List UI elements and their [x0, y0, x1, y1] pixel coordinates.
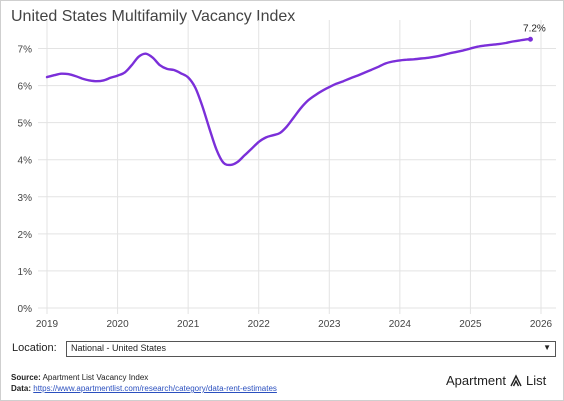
source-line: Source: Apartment List Vacancy Index: [11, 372, 277, 383]
brand-text-left: Apartment: [446, 373, 506, 388]
data-link[interactable]: https://www.apartmentlist.com/research/c…: [33, 384, 277, 393]
x-tick-label: 2026: [530, 319, 553, 330]
brand-logo[interactable]: Apartment List: [446, 373, 546, 388]
y-tick-label: 5%: [18, 119, 33, 130]
y-tick-label: 7%: [18, 45, 33, 56]
data-label: Data:: [11, 384, 32, 393]
y-tick-label: 1%: [18, 267, 33, 278]
y-tick-label: 6%: [18, 82, 33, 93]
apartment-list-logo-icon: [510, 373, 522, 386]
grid-layer: [38, 20, 556, 314]
y-tick-label: 2%: [18, 230, 33, 241]
series-line: [45, 38, 532, 167]
y-tick-label: 3%: [18, 193, 33, 204]
source-notes: Source: Apartment List Vacancy Index Dat…: [11, 372, 277, 394]
brand-text-right: List: [525, 373, 547, 388]
series-layer: 7.2%: [45, 23, 546, 167]
location-select[interactable]: National - United States ▼: [66, 341, 556, 357]
source-label: Source:: [11, 373, 41, 382]
y-tick-label: 0%: [18, 304, 33, 315]
x-tick-label: 2021: [177, 319, 200, 330]
data-line: Data: https://www.apartmentlist.com/rese…: [11, 383, 277, 394]
end-value-label: 7.2%: [523, 23, 546, 34]
chart-title: United States Multifamily Vacancy Index: [11, 8, 296, 25]
chevron-down-icon: ▼: [543, 343, 551, 352]
x-tick-label: 2023: [318, 319, 341, 330]
end-point: [527, 36, 533, 42]
x-tick-label: 2019: [36, 319, 59, 330]
y-tick-label: 4%: [18, 156, 33, 167]
x-tick-label: 2025: [459, 319, 482, 330]
location-label: Location:: [12, 342, 57, 354]
source-text: Apartment List Vacancy Index: [42, 373, 149, 382]
x-tick-label: 2022: [248, 319, 271, 330]
location-select-value: National - United States: [71, 343, 167, 353]
x-tick-label: 2024: [389, 319, 412, 330]
tick-layer: 0% 1% 2% 3% 4% 5% 6% 7% 2019 2020 2021 2022 2023 2024…: [18, 45, 553, 330]
x-tick-label: 2020: [106, 319, 129, 330]
line-chart: 0% 1% 2% 3% 4% 5% 6% 7% 2019 2020 2021 2022 2023 2024…: [18, 20, 556, 330]
